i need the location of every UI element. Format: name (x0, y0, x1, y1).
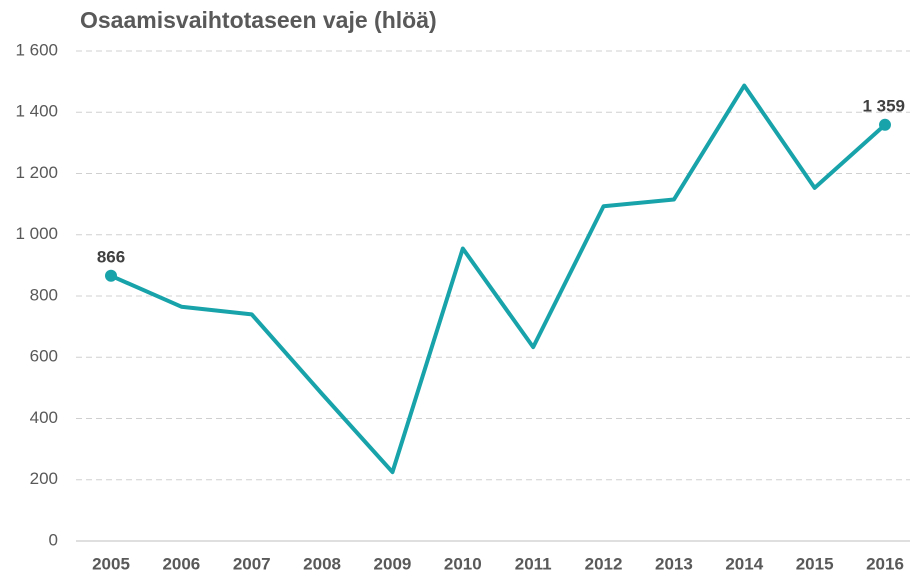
x-tick-label: 2006 (162, 554, 200, 573)
x-tick-label: 2015 (796, 554, 834, 573)
x-tick-label: 2011 (515, 554, 552, 573)
y-tick-label: 1 400 (15, 102, 58, 121)
y-tick-label: 800 (30, 285, 58, 304)
x-tick-label: 2016 (866, 554, 904, 573)
data-point (105, 269, 117, 282)
y-tick-label: 200 (30, 469, 58, 488)
data-label: 1 359 (862, 96, 905, 115)
data-line (110, 83, 887, 475)
y-tick-label: 600 (30, 347, 58, 366)
x-tick-label: 2010 (444, 554, 482, 573)
x-tick-label: 2007 (233, 554, 271, 573)
x-tick-label: 2014 (725, 554, 763, 573)
y-tick-label: 0 (49, 530, 58, 549)
y-tick-label: 1 000 (15, 224, 58, 243)
x-tick-label: 2013 (655, 554, 693, 573)
data-label: 866 (97, 247, 125, 266)
x-tick-label: 2012 (585, 554, 623, 573)
y-tick-label: 400 (30, 408, 58, 427)
y-tick-label: 1 200 (15, 163, 58, 182)
y-tick-label: 1 600 (15, 40, 58, 59)
x-tick-label: 2008 (303, 554, 341, 573)
x-tick-label: 2005 (92, 554, 130, 573)
chart-title: Osaamisvaihtotaseen vaje (hlöä) (80, 7, 437, 33)
data-point (879, 118, 891, 131)
x-tick-label: 2009 (374, 554, 412, 573)
